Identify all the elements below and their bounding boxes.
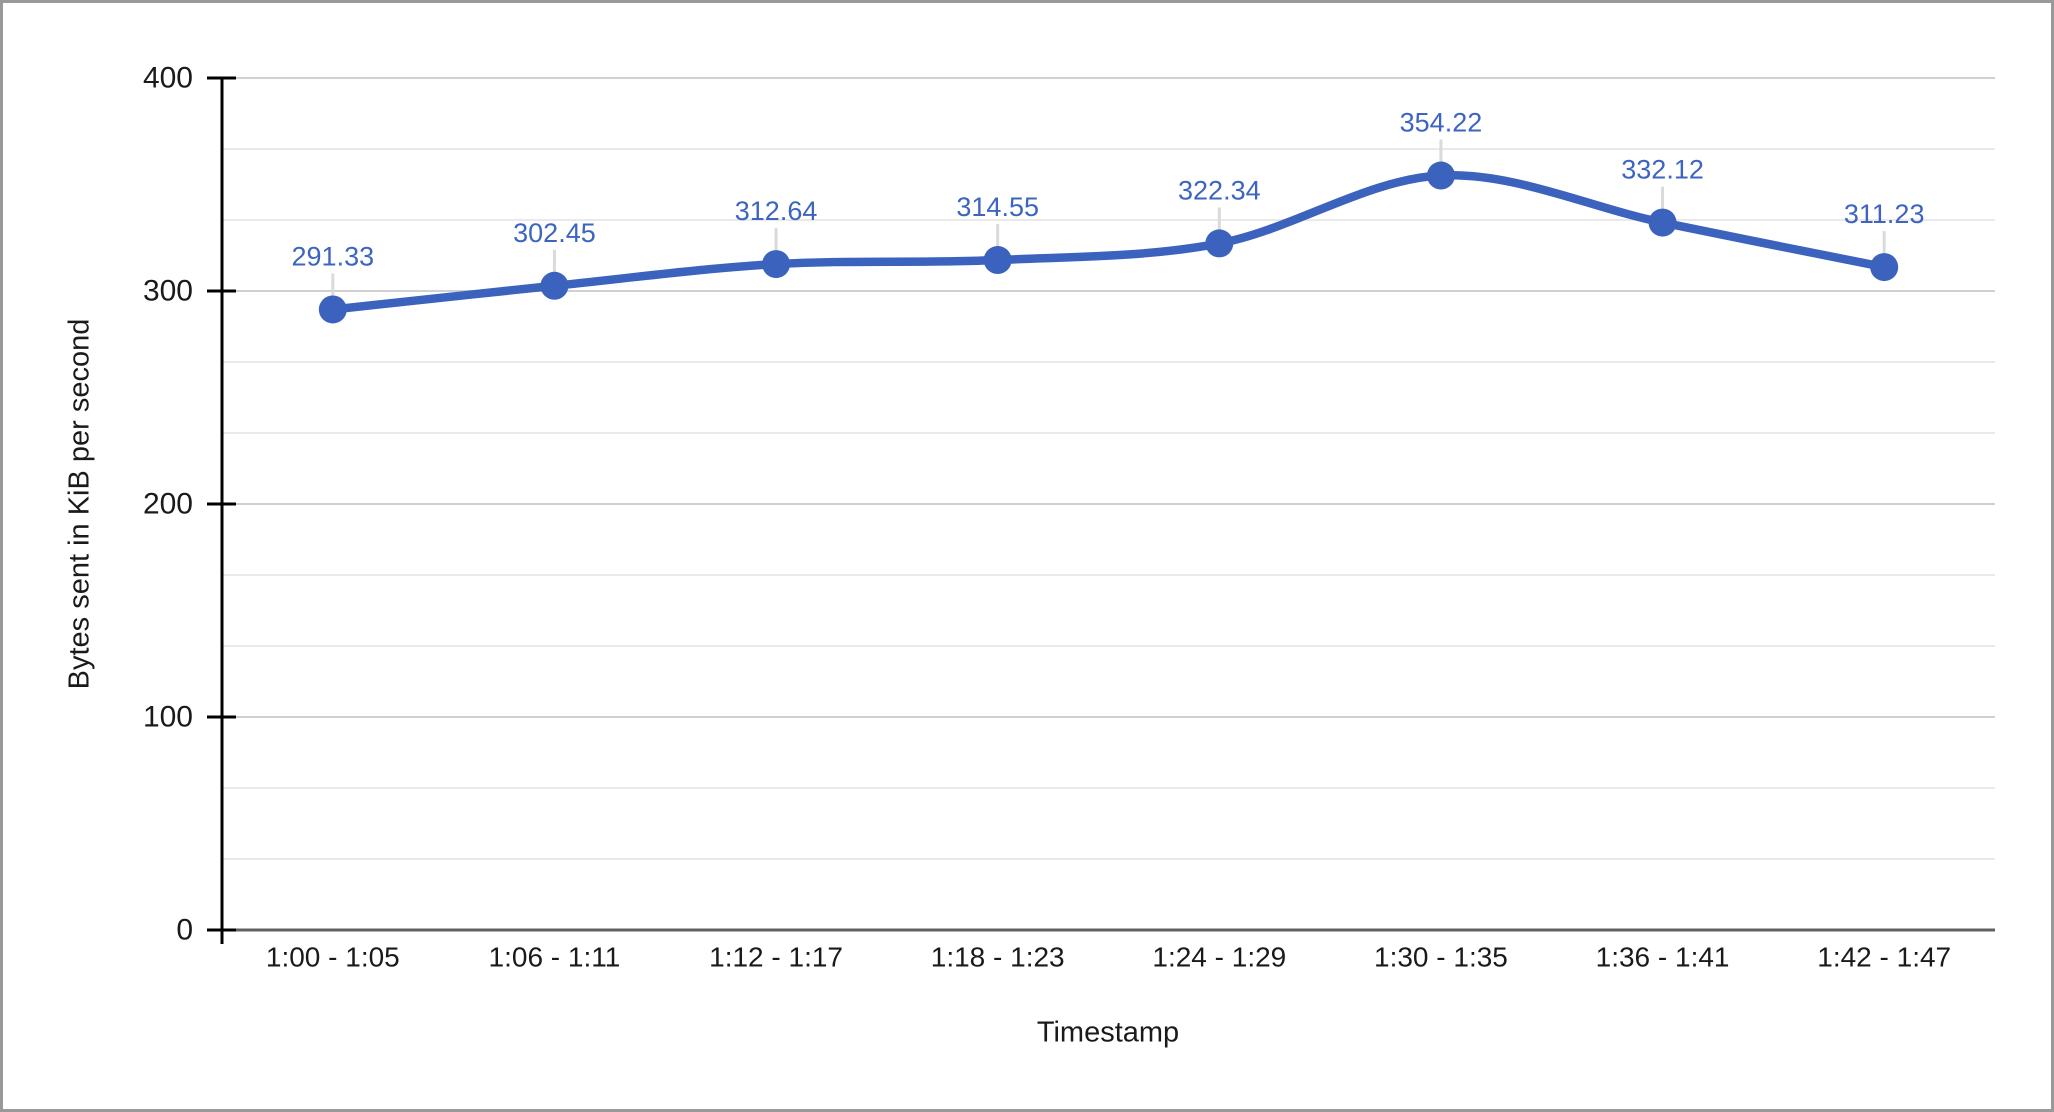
x-tick-label: 1:24 - 1:29 [1152,942,1286,973]
y-tick-label: 200 [143,488,193,521]
data-label: 311.23 [1844,199,1925,229]
x-tick-label: 1:36 - 1:41 [1596,942,1730,973]
x-tick-label: 1:00 - 1:05 [266,942,400,973]
data-point[interactable] [1426,161,1455,190]
x-tick-label: 1:30 - 1:35 [1374,942,1508,973]
data-label: 314.55 [956,192,1039,222]
y-tick-label: 400 [143,62,193,95]
x-tick-label: 1:18 - 1:23 [931,942,1065,973]
x-tick-label: 1:06 - 1:11 [489,942,621,973]
data-point[interactable] [1648,208,1677,237]
x-axis-title: Timestamp [1036,1016,1180,1049]
data-point[interactable] [1205,229,1234,258]
data-label: 322.34 [1178,175,1261,205]
data-point[interactable] [1870,253,1899,282]
series-line[interactable] [328,171,1889,314]
x-tick-label: 1:12 - 1:17 [709,942,843,973]
y-tick-label: 0 [176,914,193,947]
data-point[interactable] [762,250,791,279]
data-point[interactable] [540,271,569,300]
data-label: 354.22 [1400,108,1483,138]
y-axis-title: Bytes sent in KiB per second [63,318,96,690]
data-label: 332.12 [1621,155,1704,185]
data-label: 302.45 [513,218,596,248]
data-label: 291.33 [292,241,375,271]
y-tick-label: 300 [143,275,193,308]
data-point[interactable] [318,295,347,324]
data-point[interactable] [983,246,1012,275]
y-tick-label: 100 [143,701,193,734]
data-label: 312.64 [735,196,818,226]
chart-svg[interactable]: 0 100 200 300 400 1:00 - 1:05 1:06 - 1:11 1:12 … [3,3,2054,1112]
x-tick-label: 1:42 - 1:47 [1817,942,1951,973]
